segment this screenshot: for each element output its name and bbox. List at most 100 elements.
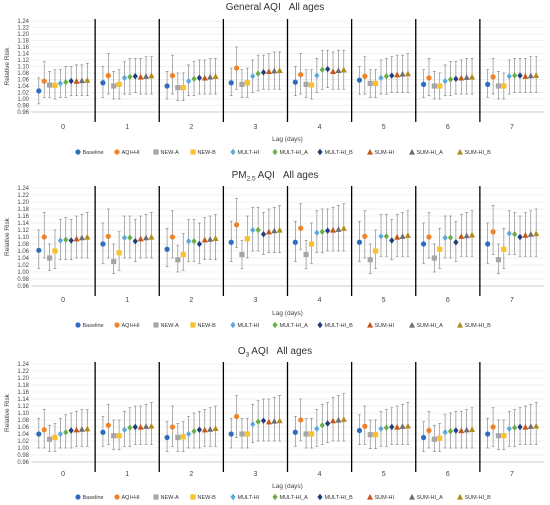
data-point	[340, 416, 347, 422]
series-AQI+HI	[41, 395, 496, 449]
legend-label: MULT-HI	[238, 150, 260, 156]
data-point	[73, 426, 80, 433]
data-point	[57, 237, 63, 244]
legend-label: Baseline	[83, 150, 104, 156]
data-point	[356, 427, 363, 434]
data-point	[228, 239, 234, 245]
data-point	[116, 433, 122, 439]
data-point	[292, 239, 298, 245]
legend-marker	[230, 321, 236, 329]
data-point	[485, 431, 491, 437]
data-point	[260, 69, 267, 76]
series-NEW-A	[46, 417, 502, 452]
legend-marker	[114, 322, 120, 328]
series-MULT-HI_A	[63, 49, 518, 98]
legend-label: MULT-HI_B	[325, 150, 354, 156]
legend-marker	[317, 148, 323, 156]
y-tick-label: 0.96	[17, 284, 29, 290]
x-tick-label: 1	[125, 297, 129, 304]
data-point	[330, 68, 337, 74]
data-point	[314, 72, 320, 79]
data-point	[84, 233, 91, 240]
x-tick-label: 5	[382, 297, 386, 304]
data-point	[437, 435, 443, 441]
y-tick-label: 1.18	[17, 207, 29, 213]
data-point	[506, 230, 512, 237]
data-point	[68, 427, 74, 434]
data-point	[308, 82, 315, 88]
series-AQI+HI	[41, 198, 496, 259]
data-point	[255, 226, 261, 234]
data-point	[501, 433, 507, 439]
data-point	[100, 241, 106, 247]
data-point	[276, 417, 283, 424]
data-point	[228, 80, 234, 86]
data-point	[260, 417, 267, 424]
x-tick-label: 1	[125, 471, 129, 478]
data-point	[330, 226, 337, 233]
data-point	[180, 251, 186, 258]
data-point	[57, 430, 63, 438]
data-point	[442, 234, 448, 241]
data-point	[127, 424, 133, 431]
data-point	[512, 72, 518, 79]
data-point	[420, 81, 427, 87]
y-tick-label: 1.22	[17, 369, 29, 375]
legend-marker	[153, 494, 159, 500]
data-point	[458, 427, 465, 434]
data-point	[399, 233, 406, 239]
data-point	[325, 227, 331, 234]
series-NEW-B	[52, 417, 507, 452]
title-main: O	[238, 346, 246, 357]
series-MULT-HI_B	[68, 49, 523, 97]
data-point	[132, 73, 138, 80]
data-point	[212, 235, 219, 241]
data-point	[394, 71, 401, 78]
chart-panel-1: PM2.5 AQI All ages 0.960.981.001.021.041.06…	[4, 170, 544, 329]
y-tick-label: 1.10	[17, 65, 29, 71]
data-point	[389, 423, 395, 431]
data-point	[527, 72, 534, 79]
legend: Baseline AQI+HI NEW-A NEW-B MULT-HI MULT-HI_A…	[75, 493, 492, 501]
data-point	[265, 68, 272, 74]
data-point	[303, 81, 309, 87]
data-point	[308, 241, 315, 247]
data-point	[495, 433, 502, 439]
data-point	[260, 231, 267, 238]
data-point	[458, 233, 465, 239]
data-point	[490, 229, 496, 235]
legend-label: Baseline	[83, 323, 104, 329]
data-point	[517, 233, 523, 241]
data-point	[431, 83, 437, 89]
data-point	[63, 429, 69, 436]
title-suffix: All ages	[277, 346, 313, 357]
y-tick-label: 1.02	[17, 91, 29, 97]
legend-label: SUM-HI_B	[465, 495, 492, 501]
y-tick-label: 1.00	[17, 97, 29, 103]
data-point	[431, 436, 437, 442]
data-point	[84, 425, 91, 432]
series-SUM-HI	[73, 396, 529, 449]
x-axis-label: Lag (days)	[272, 483, 303, 490]
data-point	[276, 67, 283, 73]
data-point	[522, 73, 529, 79]
data-point	[298, 225, 304, 231]
y-axis-label: Relative Risk	[4, 217, 11, 256]
data-point	[201, 74, 208, 81]
series-MULT-HI_A	[63, 206, 518, 262]
data-point	[186, 238, 192, 245]
data-point	[522, 423, 529, 430]
data-point	[463, 426, 470, 433]
data-point	[378, 233, 384, 240]
series-SUM-HI	[73, 51, 529, 97]
data-point	[404, 422, 411, 429]
legend-marker	[367, 493, 373, 500]
legend-marker	[75, 494, 81, 500]
data-point	[490, 424, 496, 430]
data-point	[373, 80, 379, 86]
legend-marker	[75, 322, 81, 328]
legend-marker	[367, 148, 373, 155]
data-point	[137, 235, 144, 242]
data-point	[186, 430, 192, 438]
data-point	[325, 65, 331, 73]
